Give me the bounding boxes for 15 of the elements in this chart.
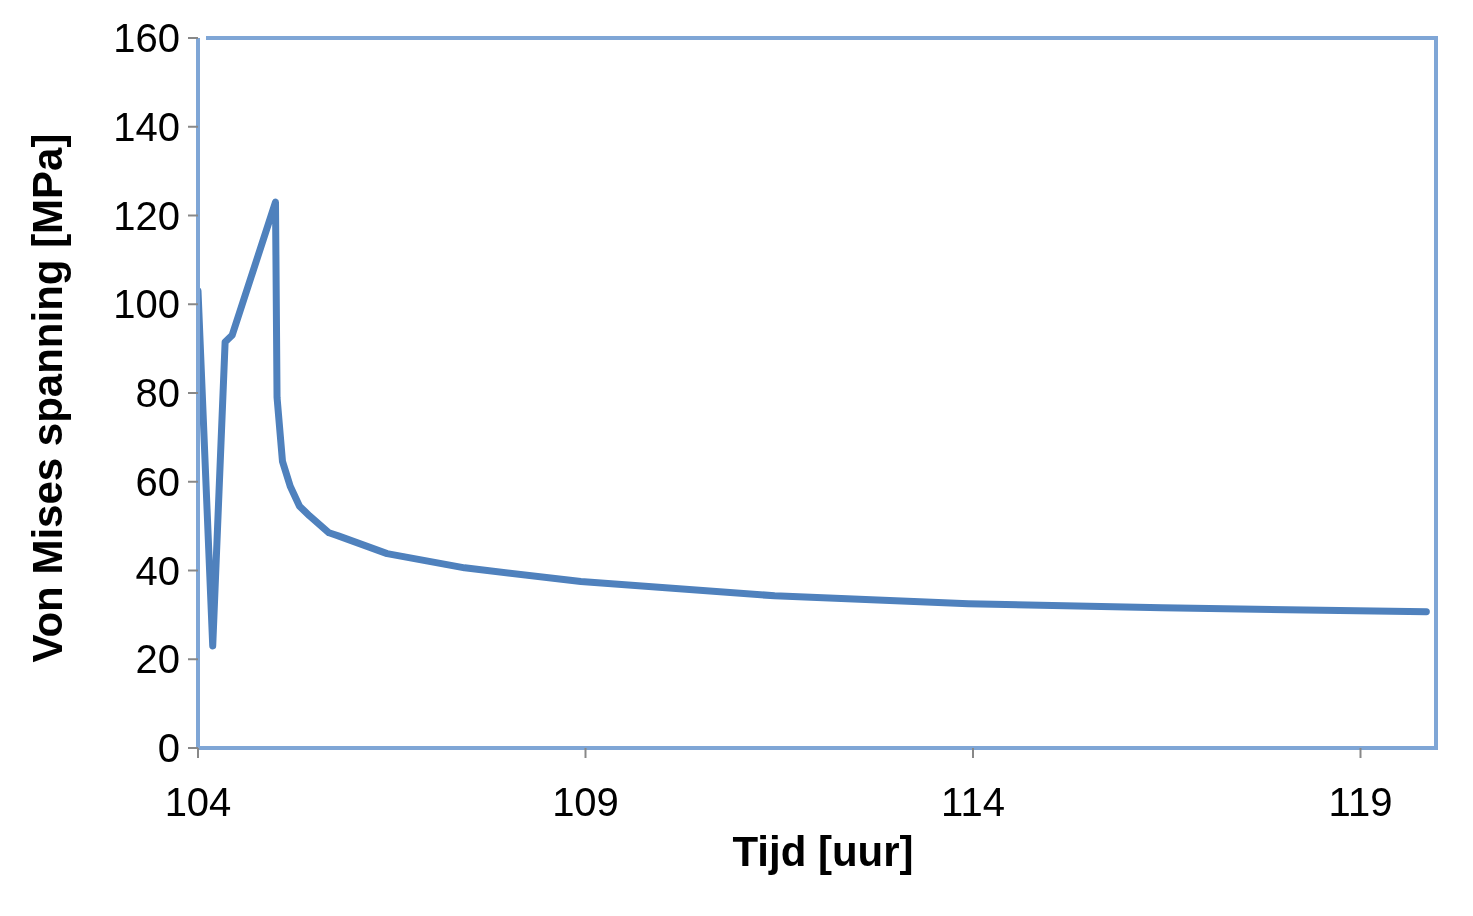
y-tick-label: 100 [113,282,180,327]
x-tick-label: 114 [941,780,1005,825]
y-tick-label: 0 [157,726,180,771]
x-tick-label: 109 [552,780,619,825]
y-axis-title: Von Mises spanning [MPa] [24,133,72,663]
x-axis-title: Tijd [uur] [731,828,915,876]
y-tick-label: 20 [135,637,180,682]
x-tick-label: 104 [164,780,232,825]
y-tick-label: 160 [113,16,180,61]
y-tick-label: 120 [113,193,180,238]
x-tick-label: 119 [1328,780,1393,825]
y-tick-label: 40 [135,548,180,593]
y-tick-label: 80 [135,371,180,416]
y-tick-label: 60 [135,459,180,504]
y-tick-label: 140 [113,104,180,149]
